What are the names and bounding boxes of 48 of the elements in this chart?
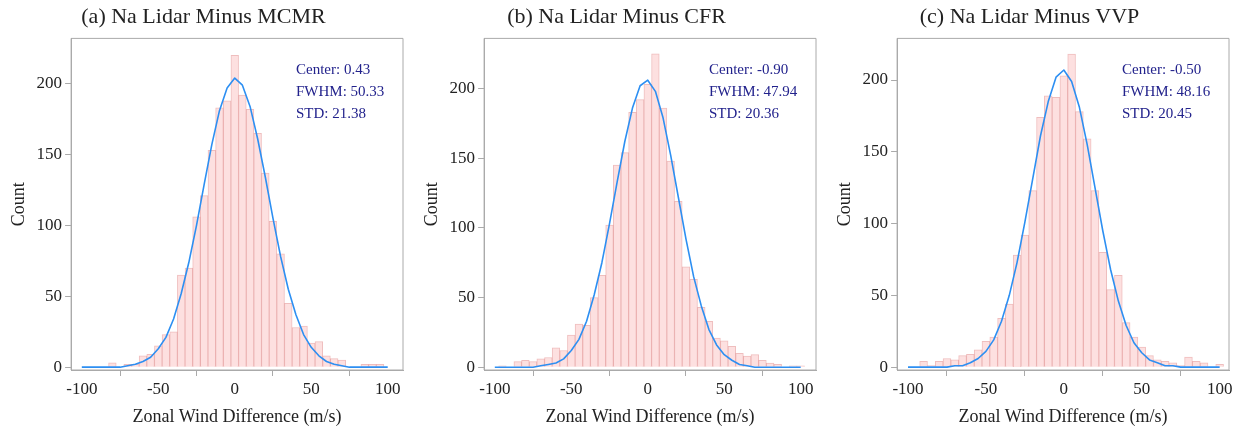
x-tick-label: 50 bbox=[302, 378, 320, 398]
y-tick-label: 50 bbox=[871, 284, 889, 304]
x-axis-title: Zonal Wind Difference (m/s) bbox=[132, 405, 342, 427]
x-tick-label: 0 bbox=[1059, 378, 1069, 398]
annotation: FWHM: 50.33 bbox=[296, 83, 385, 100]
y-tick-label: 0 bbox=[879, 356, 889, 376]
y-tick-label: 50 bbox=[45, 285, 63, 305]
chart-title: (a) Na Lidar Minus MCMR bbox=[81, 2, 327, 28]
x-tick-label: 100 bbox=[374, 378, 401, 398]
annotation: STD: 20.45 bbox=[1122, 105, 1193, 122]
x-tick-label: 0 bbox=[643, 378, 653, 398]
y-tick-label: 150 bbox=[449, 147, 476, 167]
annotation: STD: 20.36 bbox=[709, 105, 780, 122]
y-tick-label: 100 bbox=[36, 214, 63, 234]
chart-title: (c) Na Lidar Minus VVP bbox=[919, 2, 1140, 28]
y-tick-label: 200 bbox=[36, 73, 63, 93]
chart-title: (b) Na Lidar Minus CFR bbox=[507, 2, 727, 28]
annotation: STD: 21.38 bbox=[296, 105, 367, 122]
y-tick-label: 200 bbox=[449, 78, 476, 98]
y-tick-label: 0 bbox=[466, 356, 476, 376]
y-tick-label: 200 bbox=[862, 69, 889, 89]
x-axis-title: Zonal Wind Difference (m/s) bbox=[545, 405, 755, 427]
annotation: FWHM: 47.94 bbox=[709, 83, 798, 100]
x-tick-label: 0 bbox=[230, 378, 240, 398]
x-tick-label: -50 bbox=[146, 378, 170, 398]
x-tick-label: -50 bbox=[974, 378, 998, 398]
x-tick-label: 50 bbox=[1133, 378, 1151, 398]
y-axis-title: Count bbox=[7, 182, 28, 227]
annotation: Center: -0.50 bbox=[1122, 61, 1202, 78]
annotation: FWHM: 48.16 bbox=[1122, 83, 1211, 100]
y-tick-label: 100 bbox=[449, 217, 476, 237]
annotation: Center: 0.43 bbox=[296, 61, 371, 78]
x-tick-label: 100 bbox=[787, 378, 814, 398]
y-tick-label: 0 bbox=[53, 356, 63, 376]
y-axis-title: Count bbox=[833, 182, 854, 227]
x-axis-title: Zonal Wind Difference (m/s) bbox=[958, 405, 1168, 427]
x-tick-label: -100 bbox=[66, 378, 98, 398]
x-tick-label: 100 bbox=[1206, 378, 1233, 398]
y-tick-label: 150 bbox=[36, 144, 63, 164]
x-tick-label: -50 bbox=[559, 378, 583, 398]
y-axis-title: Count bbox=[420, 182, 441, 227]
y-tick-label: 150 bbox=[862, 141, 889, 161]
y-tick-label: 50 bbox=[458, 287, 476, 307]
x-tick-label: 50 bbox=[715, 378, 733, 398]
x-tick-label: -100 bbox=[892, 378, 924, 398]
annotation: Center: -0.90 bbox=[709, 61, 789, 78]
y-tick-label: 100 bbox=[862, 213, 889, 233]
x-tick-label: -100 bbox=[479, 378, 511, 398]
